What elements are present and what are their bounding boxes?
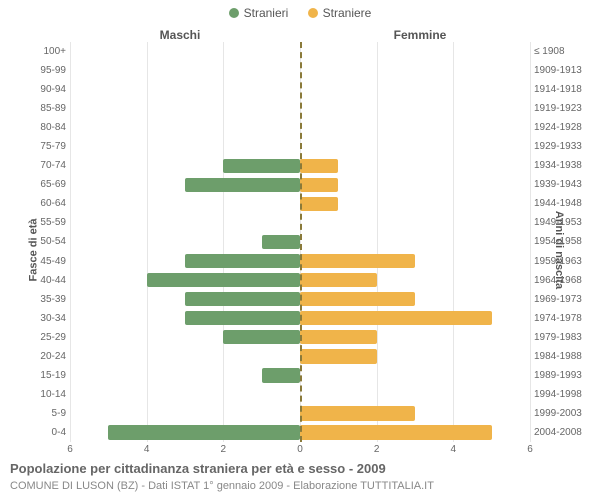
bar-male (262, 235, 300, 249)
legend: Stranieri Straniere (0, 6, 600, 21)
x-tick-label: 4 (132, 444, 162, 455)
birth-year-label: 1949-1953 (534, 213, 594, 232)
bar-male (223, 159, 300, 173)
bar-female (300, 292, 415, 306)
birth-year-label: 1959-1963 (534, 252, 594, 271)
bar-male (147, 273, 300, 287)
age-label: 80-84 (6, 118, 66, 137)
birth-year-label: 1964-1968 (534, 271, 594, 290)
age-label: 95-99 (6, 61, 66, 80)
x-tick-label: 0 (285, 444, 315, 455)
birth-year-label: 1924-1928 (534, 118, 594, 137)
birth-year-label: 1929-1933 (534, 137, 594, 156)
age-label: 85-89 (6, 99, 66, 118)
age-label: 25-29 (6, 328, 66, 347)
bar-male (185, 178, 300, 192)
bar-female (300, 273, 377, 287)
bar-male (185, 254, 300, 268)
bar-male (185, 311, 300, 325)
birth-year-label: 1989-1993 (534, 366, 594, 385)
age-label: 5-9 (6, 404, 66, 423)
legend-female-dot (308, 8, 318, 18)
plot-area: 0224466100+≤ 190895-991909-191390-941914… (70, 42, 530, 442)
bar-female (300, 425, 492, 439)
bar-female (300, 349, 377, 363)
age-label: 90-94 (6, 80, 66, 99)
bar-male (108, 425, 300, 439)
birth-year-label: 1994-1998 (534, 385, 594, 404)
birth-year-label: 1944-1948 (534, 194, 594, 213)
chart-subcaption: COMUNE DI LUSON (BZ) - Dati ISTAT 1° gen… (10, 480, 434, 492)
legend-male: Stranieri (229, 6, 289, 20)
column-title-male: Maschi (80, 28, 280, 42)
bar-male (262, 368, 300, 382)
birth-year-label: 1979-1983 (534, 328, 594, 347)
age-label: 100+ (6, 42, 66, 61)
age-label: 50-54 (6, 232, 66, 251)
bar-female (300, 254, 415, 268)
bar-male (185, 292, 300, 306)
birth-year-label: 1969-1973 (534, 290, 594, 309)
age-label: 40-44 (6, 271, 66, 290)
birth-year-label: 1909-1913 (534, 61, 594, 80)
legend-male-label: Stranieri (244, 6, 289, 20)
pyramid-chart: Stranieri Straniere Maschi Femmine Fasce… (0, 0, 600, 500)
bar-male (223, 330, 300, 344)
x-tick-label: 2 (208, 444, 238, 455)
birth-year-label: 1999-2003 (534, 404, 594, 423)
age-label: 70-74 (6, 156, 66, 175)
x-tick-label: 4 (438, 444, 468, 455)
age-label: 35-39 (6, 290, 66, 309)
birth-year-label: 1939-1943 (534, 175, 594, 194)
center-line (300, 42, 302, 442)
birth-year-label: 1984-1988 (534, 347, 594, 366)
bar-female (300, 178, 338, 192)
bar-female (300, 311, 492, 325)
x-tick-label: 2 (362, 444, 392, 455)
birth-year-label: 1954-1958 (534, 232, 594, 251)
bar-female (300, 159, 338, 173)
birth-year-label: 1914-1918 (534, 80, 594, 99)
birth-year-label: 2004-2008 (534, 423, 594, 442)
age-label: 20-24 (6, 347, 66, 366)
age-label: 75-79 (6, 137, 66, 156)
bar-female (300, 330, 377, 344)
chart-caption: Popolazione per cittadinanza straniera p… (10, 461, 386, 476)
legend-female: Straniere (308, 6, 372, 20)
bar-female (300, 197, 338, 211)
gridline (530, 42, 531, 442)
age-label: 10-14 (6, 385, 66, 404)
age-label: 45-49 (6, 252, 66, 271)
bar-female (300, 406, 415, 420)
age-label: 55-59 (6, 213, 66, 232)
age-label: 15-19 (6, 366, 66, 385)
birth-year-label: 1919-1923 (534, 99, 594, 118)
legend-female-label: Straniere (323, 6, 372, 20)
birth-year-label: 1934-1938 (534, 156, 594, 175)
legend-male-dot (229, 8, 239, 18)
age-label: 0-4 (6, 423, 66, 442)
birth-year-label: ≤ 1908 (534, 42, 594, 61)
age-label: 60-64 (6, 194, 66, 213)
x-tick-label: 6 (515, 444, 545, 455)
age-label: 30-34 (6, 309, 66, 328)
column-title-female: Femmine (320, 28, 520, 42)
x-tick-label: 6 (55, 444, 85, 455)
birth-year-label: 1974-1978 (534, 309, 594, 328)
age-label: 65-69 (6, 175, 66, 194)
